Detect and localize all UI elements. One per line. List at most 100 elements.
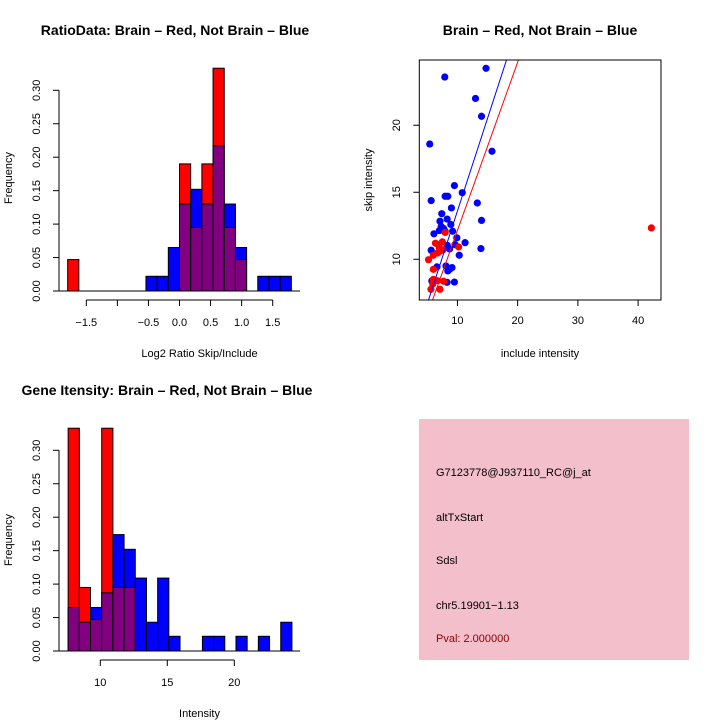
y-tick-label: 0.05 (31, 607, 43, 628)
x-axis-label: include intensity (501, 348, 580, 360)
chart-title: RatioData: Brain – Red, Not Brain – Blue (41, 22, 310, 38)
red-point (439, 277, 448, 285)
blue-point (436, 217, 444, 225)
overlap-bar (90, 619, 103, 652)
blue-point (482, 64, 490, 72)
x-tick-label: 30 (572, 315, 584, 327)
blue-point (426, 140, 434, 148)
probe-id: G7123778@J937110_RC@j_at (436, 467, 591, 479)
y-tick-label: 0.30 (31, 80, 43, 101)
info-panel: G7123778@J937110_RC@j_at altTxStart Sdsl ch… (419, 419, 689, 660)
y-tick-label: 0.25 (31, 473, 43, 494)
overlap-bar (190, 226, 203, 292)
y-tick-label: 0.15 (31, 540, 43, 561)
x-tick-label: 20 (228, 677, 240, 689)
blue-point (438, 210, 446, 218)
blue-point (488, 147, 496, 155)
blue-point (443, 215, 451, 223)
blue-bar (201, 635, 215, 652)
x-tick-label: 15 (161, 677, 173, 689)
red-point (455, 243, 463, 251)
blue-bar (134, 577, 147, 652)
x-tick-label: 1.5 (265, 317, 280, 329)
y-tick-label: 15 (391, 186, 403, 198)
blue-bar (157, 577, 170, 652)
blue-point (450, 181, 459, 190)
red-point (424, 256, 433, 264)
blue-point (444, 192, 452, 200)
red-point (429, 265, 437, 273)
y-tick-label: 0.10 (31, 573, 43, 594)
plot-area (424, 60, 655, 300)
y-axis-label: Frequency (3, 152, 15, 204)
blue-point (427, 196, 435, 205)
red-point (647, 224, 655, 232)
red-point (438, 238, 446, 246)
blue-point (477, 112, 486, 120)
blue-bar (280, 621, 293, 652)
p-value: Pval: 2.000000 (436, 633, 509, 645)
overlap-bar (123, 586, 136, 652)
y-tick-label: 0.00 (31, 640, 43, 661)
location: chr5.19901−1.13 (436, 600, 519, 612)
red-fit-line (431, 60, 520, 300)
y-tick-label: 0.00 (31, 280, 43, 301)
overlap-bar (179, 203, 192, 292)
blue-point (461, 239, 469, 247)
blue-point (444, 267, 452, 275)
blue-point (450, 278, 459, 286)
blue-point (430, 230, 438, 238)
y-tick-label: 0.15 (31, 180, 43, 201)
blue-point (473, 199, 481, 207)
blue-bar (257, 275, 270, 292)
y-tick-label: 0.20 (31, 146, 43, 167)
red-bar (67, 259, 80, 292)
blue-point (471, 94, 480, 103)
x-axis-label: Intensity (179, 708, 220, 720)
plot-box (418, 59, 662, 301)
x-tick-label: 20 (512, 315, 524, 327)
chart-title: Brain – Red, Not Brain – Blue (443, 22, 638, 38)
x-tick-label: −1.5 (75, 317, 97, 329)
blue-bar (268, 275, 281, 292)
scatter-plot: Brain – Red, Not Brain – Blue 10 20 30 40 10 1… (363, 22, 662, 360)
gene-name: Sdsl (436, 555, 457, 567)
blue-point (441, 73, 449, 81)
x-tick-label: 10 (451, 315, 463, 327)
x-tick-label: 10 (94, 677, 106, 689)
blue-point (455, 251, 463, 259)
blue-bar (235, 635, 248, 652)
overlap-bar (112, 586, 125, 652)
overlap-bar (212, 145, 225, 292)
blue-point (449, 227, 457, 235)
x-tick-label: −0.5 (138, 317, 160, 329)
y-tick-label: 0.25 (31, 113, 43, 134)
overlap-bar (67, 607, 80, 652)
overlap-bar (234, 259, 248, 292)
x-tick-label: 0.5 (203, 317, 218, 329)
blue-bar (279, 275, 292, 292)
blue-bar (156, 275, 169, 292)
chart-title: Gene Itensity: Brain – Red, Not Brain – … (22, 382, 313, 398)
y-axis-label: Frequency (3, 514, 15, 566)
blue-point (477, 216, 486, 225)
blue-point (447, 204, 456, 212)
y-axis-label: skip intensity (363, 148, 375, 211)
blue-bar (168, 635, 181, 652)
blue-point (435, 226, 443, 235)
blue-point (477, 244, 485, 253)
red-point (436, 285, 444, 293)
blue-bar (257, 635, 271, 652)
red-point (441, 228, 449, 237)
blue-bar (167, 247, 180, 292)
blue-bar (145, 275, 158, 292)
y-tick-label: 0.05 (31, 247, 43, 268)
info-panel-background (419, 419, 689, 660)
overlap-bar (223, 226, 236, 292)
overlap-bar (78, 621, 92, 652)
blue-bar (213, 635, 226, 652)
blue-bar (145, 621, 159, 652)
event-type: altTxStart (436, 512, 483, 524)
y-tick-label: 0.20 (31, 506, 43, 527)
